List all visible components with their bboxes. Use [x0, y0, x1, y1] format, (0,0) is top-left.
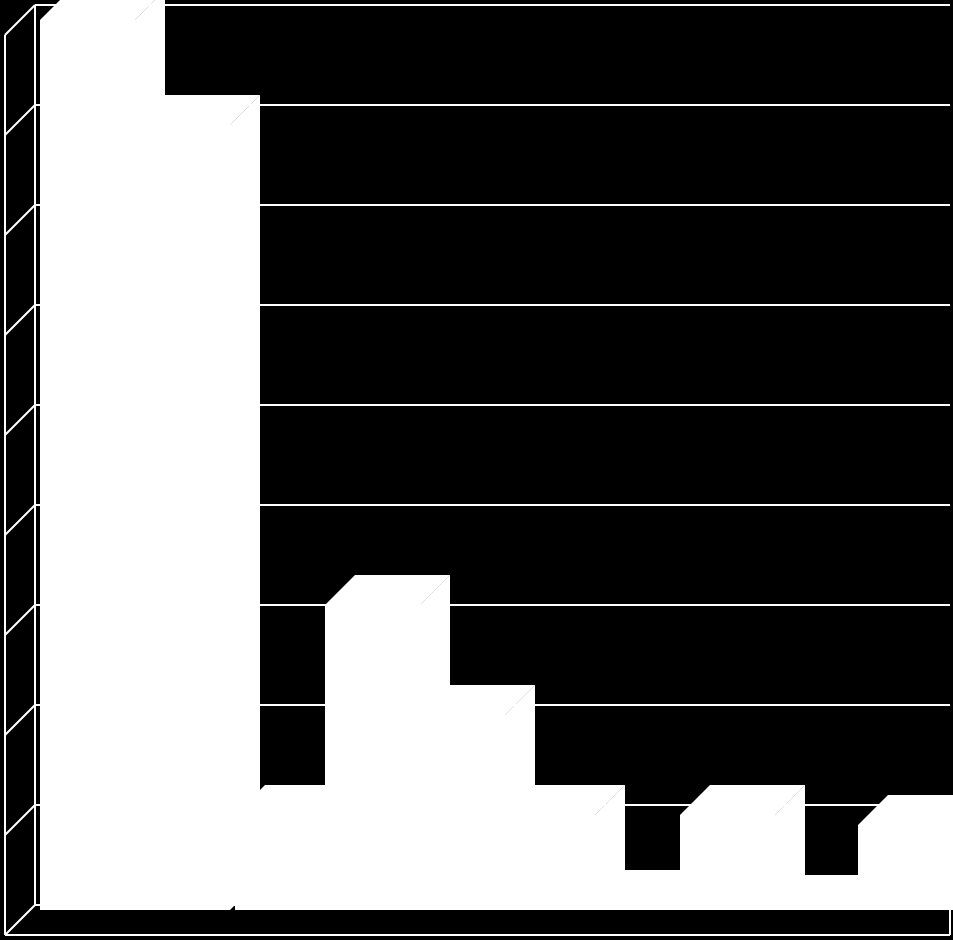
- bar-chart-3d: [0, 0, 953, 940]
- chart-svg: [0, 0, 953, 940]
